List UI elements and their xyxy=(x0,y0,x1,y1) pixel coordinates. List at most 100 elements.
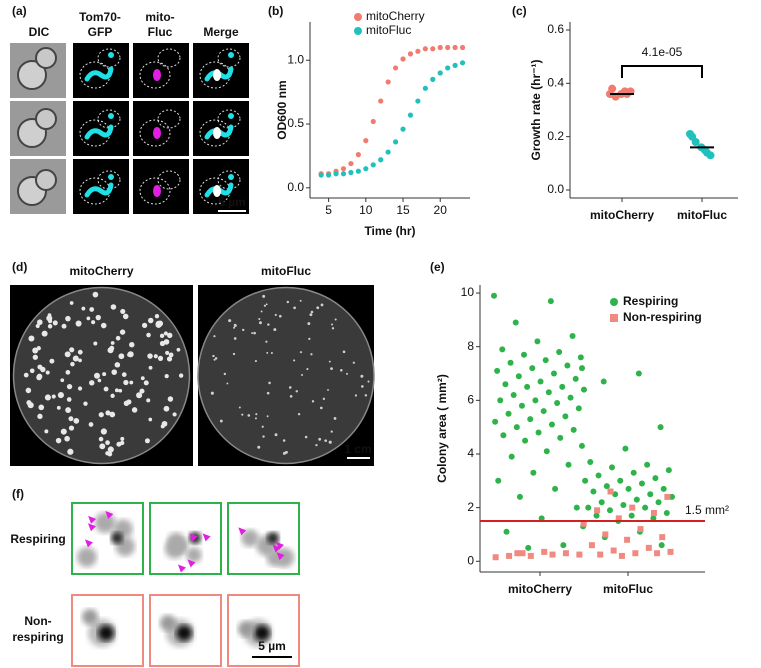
data-point xyxy=(459,60,466,66)
colony xyxy=(324,439,328,443)
data-point xyxy=(556,349,563,356)
colony xyxy=(266,351,269,354)
data-point xyxy=(506,552,513,559)
colony xyxy=(172,412,177,417)
data-point xyxy=(598,499,605,506)
y-tick-label: 0.0 xyxy=(287,180,304,194)
data-point xyxy=(400,56,406,62)
mitochondria xyxy=(84,66,114,82)
colony xyxy=(258,321,262,325)
data-point xyxy=(540,408,547,415)
data-point xyxy=(667,548,674,555)
data-point xyxy=(657,424,664,431)
colony xyxy=(318,437,322,441)
colony xyxy=(273,328,277,332)
x-tick-label: 20 xyxy=(434,203,448,217)
column-header: mito- xyxy=(145,10,174,24)
colony-image xyxy=(149,502,222,575)
colony xyxy=(148,417,153,422)
mitochondria xyxy=(84,124,114,140)
panel-label: (e) xyxy=(430,260,445,274)
colony xyxy=(86,316,91,321)
data-point xyxy=(588,542,595,549)
column-header: Tom70- xyxy=(79,10,121,24)
colony xyxy=(111,369,118,375)
colony xyxy=(232,352,236,356)
colony xyxy=(127,352,132,357)
data-point xyxy=(495,477,502,484)
colony xyxy=(254,360,257,363)
data-point xyxy=(665,467,672,474)
colony xyxy=(163,339,170,345)
colony xyxy=(65,370,71,375)
colony xyxy=(330,367,333,371)
arrowhead xyxy=(189,533,198,542)
colony xyxy=(72,355,79,362)
data-point xyxy=(578,442,585,449)
colony xyxy=(266,415,269,418)
colony xyxy=(73,418,80,424)
colony xyxy=(319,406,323,410)
x-tick-label: mitoCherry xyxy=(508,582,572,596)
colony xyxy=(212,354,215,358)
data-point xyxy=(385,79,391,85)
data-point xyxy=(655,499,662,506)
data-point xyxy=(647,491,654,498)
x-axis-label: Time (hr) xyxy=(364,224,415,238)
colony xyxy=(288,386,292,389)
data-point xyxy=(576,551,583,558)
y-axis-label: Growth rate (hr⁻¹) xyxy=(529,59,543,160)
colony xyxy=(331,327,335,330)
colony xyxy=(307,322,311,326)
colony xyxy=(83,401,88,406)
colony xyxy=(148,365,153,370)
colony xyxy=(146,332,151,338)
significance-bracket xyxy=(621,65,703,78)
data-point xyxy=(554,400,561,407)
colony xyxy=(340,368,343,372)
colony xyxy=(289,395,293,398)
colony xyxy=(223,372,227,376)
legend-label: mitoFluc xyxy=(366,23,411,37)
data-point xyxy=(333,171,339,177)
cell xyxy=(94,512,116,534)
data-point xyxy=(603,483,610,490)
colony xyxy=(110,393,115,399)
colony xyxy=(166,356,173,362)
colony xyxy=(282,451,286,455)
colony xyxy=(310,310,314,314)
colony xyxy=(163,405,170,412)
colony xyxy=(32,354,38,360)
colony xyxy=(49,358,55,364)
data-point xyxy=(430,76,436,82)
mito-fluc xyxy=(153,185,161,197)
colony xyxy=(37,364,43,370)
colony xyxy=(64,435,70,442)
scale-label: 1 cm xyxy=(344,442,371,456)
data-point xyxy=(512,319,519,326)
data-point xyxy=(559,383,566,390)
data-point xyxy=(580,520,587,527)
colony xyxy=(52,320,58,326)
legend-label: mitoCherry xyxy=(366,9,425,23)
data-point xyxy=(492,554,499,561)
colony xyxy=(115,335,121,341)
data-point xyxy=(557,434,564,441)
arrowhead xyxy=(275,541,284,550)
data-point xyxy=(610,547,617,554)
colony xyxy=(228,319,232,323)
colony xyxy=(265,340,268,343)
data-point xyxy=(600,378,607,385)
colony xyxy=(328,440,332,444)
colony xyxy=(268,381,271,385)
colony xyxy=(103,386,109,392)
data-point xyxy=(385,149,391,155)
colony xyxy=(233,337,237,340)
row-label: Non- xyxy=(24,614,51,628)
mitochondria xyxy=(108,113,114,119)
data-point xyxy=(668,493,675,500)
colony xyxy=(32,347,39,354)
colony xyxy=(77,349,83,355)
y-tick-label: 0.6 xyxy=(547,22,564,36)
colony xyxy=(45,370,50,375)
